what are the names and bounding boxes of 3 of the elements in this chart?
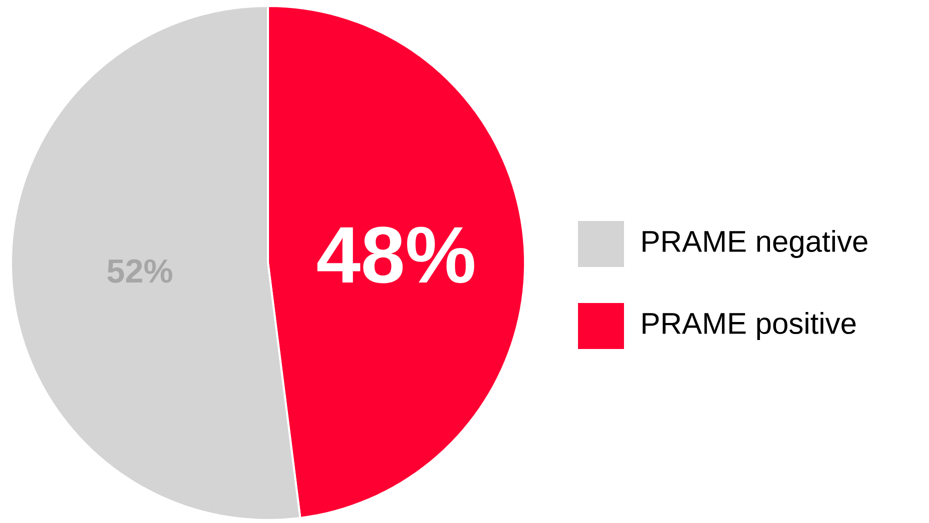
legend-label: PRAME negative	[642, 230, 868, 258]
data-label: 48%	[317, 226, 474, 284]
legend-label: PRAME positive	[642, 312, 856, 340]
